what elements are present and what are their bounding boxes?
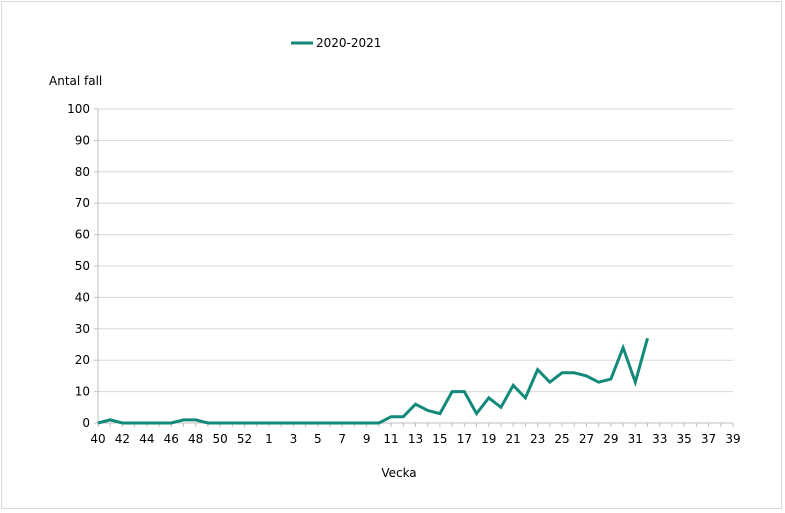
x-tick-label-46: 33	[652, 432, 667, 446]
x-tick-label-48: 35	[677, 432, 692, 446]
y-tick-label-0: 0	[82, 416, 90, 430]
x-tick-label-34: 21	[506, 432, 521, 446]
x-tick-label-22: 9	[363, 432, 371, 446]
y-tick-label-80: 80	[75, 165, 90, 179]
x-tick-label-0: 40	[90, 432, 105, 446]
gridlines	[98, 108, 733, 393]
x-tick-label-24: 11	[383, 432, 398, 446]
legend-label-2020-2021: 2020-2021	[316, 36, 381, 50]
y-axis-ticks: 0 10 20 30 40 50 60 70 80 90 100	[67, 102, 98, 430]
y-tick-label-30: 30	[75, 322, 90, 336]
x-tick-label-18: 5	[314, 432, 322, 446]
x-tick-label-4: 44	[139, 432, 154, 446]
x-tick-label-28: 15	[432, 432, 447, 446]
y-tick-label-90: 90	[75, 133, 90, 147]
x-axis-ticks: 40 42 44 46 48 50 52 1 3 5 7 9 11 13 15 17 19 21 23 25 27 29 3…	[90, 423, 741, 446]
y-axis-title: Antal fall	[49, 74, 102, 88]
x-tick-label-10: 50	[212, 432, 227, 446]
x-tick-label-20: 7	[338, 432, 346, 446]
y-tick-label-60: 60	[75, 228, 90, 242]
x-tick-label-44: 31	[628, 432, 643, 446]
x-tick-label-38: 25	[554, 432, 569, 446]
series-line-2020-2021	[97, 337, 649, 425]
x-tick-label-8: 48	[188, 432, 203, 446]
x-axis-title: Vecka	[381, 466, 416, 480]
x-tick-label-14: 1	[265, 432, 273, 446]
x-tick-label-26: 13	[408, 432, 423, 446]
x-tick-label-2: 42	[115, 432, 130, 446]
x-tick-label-12: 52	[237, 432, 252, 446]
x-tick-label-40: 27	[579, 432, 594, 446]
x-tick-label-16: 3	[290, 432, 298, 446]
x-tick-label-30: 17	[457, 432, 472, 446]
legend: 2020-2021	[291, 36, 381, 50]
x-tick-label-36: 23	[530, 432, 545, 446]
y-tick-label-50: 50	[75, 259, 90, 273]
y-tick-label-40: 40	[75, 290, 90, 304]
x-tick-label-32: 19	[481, 432, 496, 446]
y-tick-label-20: 20	[75, 353, 90, 367]
x-tick-label-6: 46	[164, 432, 179, 446]
x-tick-label-50: 37	[701, 432, 716, 446]
y-tick-label-100: 100	[67, 102, 90, 116]
x-tick-label-52: 39	[725, 432, 740, 446]
y-tick-label-10: 10	[75, 385, 90, 399]
y-tick-label-70: 70	[75, 196, 90, 210]
x-tick-label-42: 29	[603, 432, 618, 446]
plot-area	[97, 337, 649, 425]
